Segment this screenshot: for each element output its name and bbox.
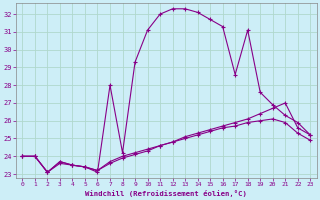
X-axis label: Windchill (Refroidissement éolien,°C): Windchill (Refroidissement éolien,°C)	[85, 190, 247, 197]
